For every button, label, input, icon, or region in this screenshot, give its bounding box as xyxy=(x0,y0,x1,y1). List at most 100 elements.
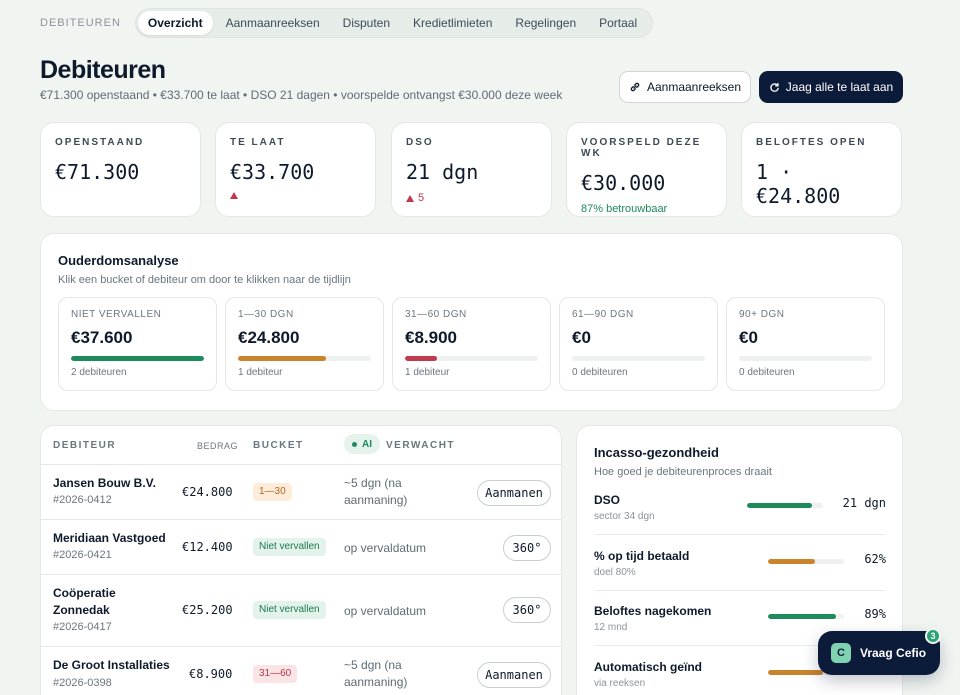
invoice-id: #2026-0421 xyxy=(53,549,112,561)
kpi-dso: DSO 21 dgn 5 xyxy=(391,122,552,217)
bucket-count: 2 debiteuren xyxy=(71,367,127,378)
kpi-value: €33.700 xyxy=(230,160,315,184)
table-row[interactable]: Jansen Bouw B.V. #2026-0412 €24.800 1—30… xyxy=(41,465,561,520)
column-header-debtor[interactable]: DEBITEUR xyxy=(53,440,117,451)
invoice-id: #2026-0417 xyxy=(53,621,112,633)
refresh-icon xyxy=(770,82,779,92)
kpi-label: DSO xyxy=(406,137,434,148)
bucket-count: 1 debiteur xyxy=(238,367,283,378)
table-row[interactable]: Meridiaan Vastgoed #2026-0421 €12.400 Ni… xyxy=(41,520,561,575)
column-header-amount[interactable]: BEDRAG xyxy=(197,441,239,451)
debtor-name[interactable]: Coöperatie Zonnedak xyxy=(53,586,116,617)
expected-payment: op vervaldatum xyxy=(344,604,427,618)
chase-all-button[interactable]: Jaag alle te laat aan xyxy=(759,71,903,103)
header-divider xyxy=(41,464,561,465)
metric-name: DSO xyxy=(594,493,621,507)
notification-badge: 3 xyxy=(925,628,941,644)
bucket-bar xyxy=(739,356,872,361)
tab-overzicht[interactable]: Overzicht xyxy=(137,11,213,35)
aging-bucket[interactable]: 31—60 DGN €8.900 1 debiteur xyxy=(392,297,551,391)
bucket-bar xyxy=(238,356,371,361)
view-360-button[interactable]: 360° xyxy=(503,597,551,623)
bucket-badge: Niet vervallen xyxy=(253,538,326,556)
column-header-expected[interactable]: VERWACHT xyxy=(386,440,456,451)
metric-value: 89% xyxy=(864,607,886,621)
divider xyxy=(594,534,886,535)
health-hint: Hoe goed je debiteurenproces draait xyxy=(594,466,772,478)
expected-payment: ~5 dgn (na aanmaning) xyxy=(344,476,408,507)
top-nav: DEBITEUREN Overzicht Aanmaanreeksen Disp… xyxy=(40,8,654,38)
metric-value: 21 dgn xyxy=(842,496,886,510)
expected-payment: ~5 dgn (na aanmaning) xyxy=(344,658,408,689)
bucket-label: NIET VERVALLEN xyxy=(71,309,162,320)
bucket-bar-fill xyxy=(405,356,437,361)
debtor-name[interactable]: Jansen Bouw B.V. xyxy=(53,476,156,490)
health-title: Incasso-gezondheid xyxy=(594,445,719,460)
metric-bar-fill xyxy=(768,559,816,564)
kpi-value: €71.300 xyxy=(55,160,140,184)
aging-bucket[interactable]: 90+ DGN €0 0 debiteuren xyxy=(726,297,885,391)
metric-name: Automatisch geïnd xyxy=(594,660,703,674)
metric-bar xyxy=(768,559,844,564)
bucket-label: 31—60 DGN xyxy=(405,309,467,320)
assistant-button[interactable]: C Vraag Cefio xyxy=(818,631,940,675)
remind-button[interactable]: Aanmanen xyxy=(477,662,551,688)
tab-kredietlimieten[interactable]: Kredietlimieten xyxy=(413,16,493,30)
bucket-value: €37.600 xyxy=(71,328,133,347)
metric-sub: sector 34 dgn xyxy=(594,511,655,522)
debtor-name[interactable]: Meridiaan Vastgoed xyxy=(53,531,166,545)
aging-bucket[interactable]: NIET VERVALLEN €37.600 2 debiteuren xyxy=(58,297,217,391)
bucket-value: €0 xyxy=(739,328,758,347)
kpi-openstaand: OPENSTAAND €71.300 xyxy=(40,122,201,217)
aging-hint: Klik een bucket of debiteur om door te k… xyxy=(58,274,351,286)
remind-button[interactable]: Aanmanen xyxy=(477,480,551,506)
aging-bucket[interactable]: 1—30 DGN €24.800 1 debiteur xyxy=(225,297,384,391)
ai-badge: AI xyxy=(344,434,380,454)
tab-portaal[interactable]: Portaal xyxy=(599,16,638,30)
kpi-trend-value: 5 xyxy=(418,192,425,204)
view-360-button[interactable]: 360° xyxy=(503,535,551,561)
bucket-bar xyxy=(405,356,538,361)
sequences-button[interactable]: Aanmaanreeksen xyxy=(619,71,751,103)
tab-aanmaanreeksen[interactable]: Aanmaanreeksen xyxy=(225,16,320,30)
invoice-id: #2026-0412 xyxy=(53,494,112,506)
kpi-value: €30.000 xyxy=(581,171,666,195)
bucket-label: 90+ DGN xyxy=(739,309,785,320)
bucket-label: 61—90 DGN xyxy=(572,309,634,320)
aging-bucket[interactable]: 61—90 DGN €0 0 debiteuren xyxy=(559,297,718,391)
kpi-label: TE LAAT xyxy=(230,137,286,148)
kpi-label: VOORSPELD DEZE WK xyxy=(581,137,702,159)
kpi-voorspeld: VOORSPELD DEZE WK €30.000 87% betrouwbaa… xyxy=(566,122,727,217)
debtor-table: DEBITEUR BEDRAG BUCKET AI VERWACHT Janse… xyxy=(40,425,562,695)
chase-all-button-label: Jaag alle te laat aan xyxy=(785,80,894,94)
bucket-badge: Niet vervallen xyxy=(253,601,326,619)
column-header-bucket[interactable]: BUCKET xyxy=(253,440,304,451)
divider xyxy=(594,590,886,591)
debtor-name[interactable]: De Groot Installaties xyxy=(53,658,170,672)
table-row[interactable]: De Groot Installaties #2026-0398 €8.900 … xyxy=(41,647,561,695)
metric-sub: via reeksen xyxy=(594,678,646,689)
metric-bar-fill xyxy=(747,503,812,508)
bucket-bar-fill xyxy=(71,356,204,361)
kpi-value: 1 · €24.800 xyxy=(756,160,841,208)
table-row[interactable]: Coöperatie Zonnedak #2026-0417 €25.200 N… xyxy=(41,575,561,647)
bucket-bar-fill xyxy=(238,356,326,361)
expected-payment: op vervaldatum xyxy=(344,541,427,555)
sequences-button-label: Aanmaanreeksen xyxy=(646,80,742,94)
tab-regelingen[interactable]: Regelingen xyxy=(515,16,577,30)
metric-bar-fill xyxy=(768,614,836,619)
bucket-bar xyxy=(572,356,705,361)
amount: €8.900 xyxy=(189,667,233,681)
metric-bar xyxy=(747,503,823,508)
amount: €12.400 xyxy=(182,540,233,554)
metric-bar xyxy=(768,670,844,675)
trend-up-icon xyxy=(230,192,238,199)
tab-disputen[interactable]: Disputen xyxy=(342,16,391,30)
aging-title: Ouderdomsanalyse xyxy=(58,253,179,268)
ai-badge-label: AI xyxy=(362,438,372,450)
bucket-value: €8.900 xyxy=(405,328,457,347)
invoice-id: #2026-0398 xyxy=(53,677,112,689)
bucket-badge: 31—60 xyxy=(253,665,298,683)
bucket-count: 1 debiteur xyxy=(405,367,450,378)
metric-value: 62% xyxy=(864,552,886,566)
